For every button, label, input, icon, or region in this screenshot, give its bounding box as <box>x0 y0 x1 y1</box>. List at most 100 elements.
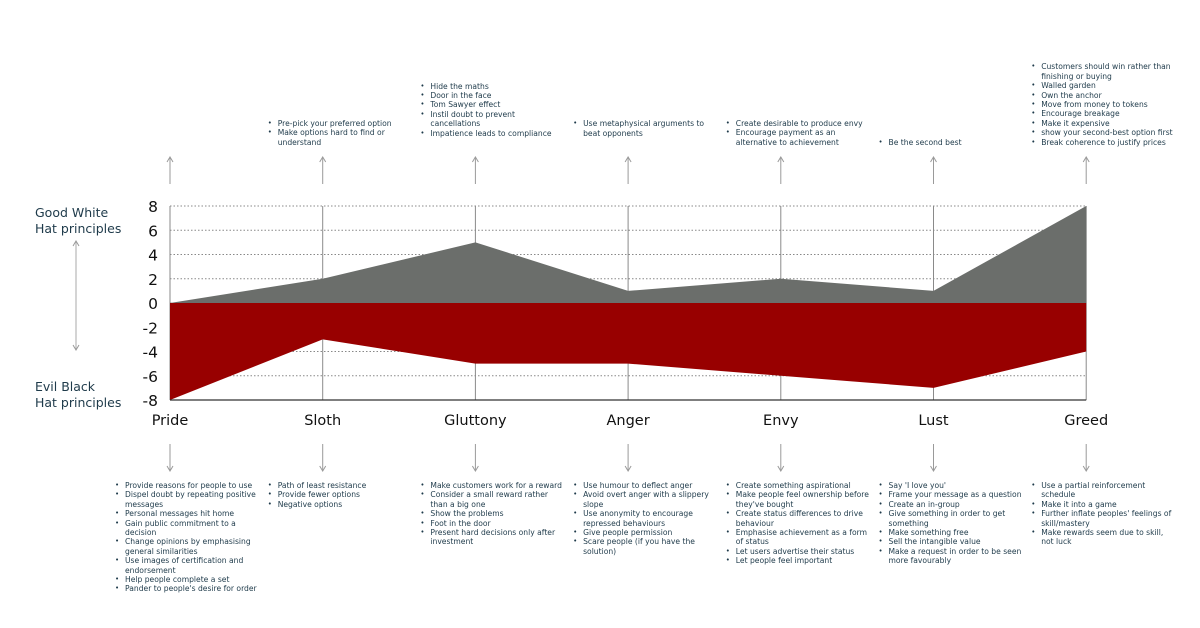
bottom-arrow-head <box>777 465 785 472</box>
top-arrow-head <box>930 156 937 163</box>
evil-note-item: Say 'I love you' <box>879 481 1024 491</box>
bottom-arrow-head <box>319 465 327 472</box>
evil-note-item: Consider a small reward rather than a bi… <box>420 490 565 509</box>
side-double-arrow-down-head <box>72 344 80 351</box>
good-note-item: Door in the face <box>420 91 565 101</box>
good-note-item: Own the anchor <box>1031 91 1176 101</box>
category-label-envy: Envy <box>763 413 799 429</box>
good-note-item: Instil doubt to prevent cancellations <box>420 110 565 129</box>
evil-note-item: Provide reasons for people to use <box>115 481 260 491</box>
top-arrow-head <box>471 156 479 163</box>
evil-note-item: Give something in order to get something <box>879 509 1024 528</box>
y-tick-label: -6 <box>143 368 158 386</box>
evil-notes-sloth: Path of least resistanceProvide fewer op… <box>267 481 413 510</box>
y-tick-label: -2 <box>143 319 158 337</box>
good-note-item: Encourage breakage <box>1031 109 1176 119</box>
bottom-arrow-head <box>471 465 479 472</box>
good-note-item: Be the second best <box>879 138 1024 148</box>
category-label-pride: Pride <box>152 413 189 429</box>
evil-notes-anger: Use humour to deflect angerAvoid overt a… <box>572 481 718 556</box>
good-note-item: show your second-best option first <box>1031 128 1176 138</box>
evil-note-item: Show the problems <box>420 509 565 519</box>
evil-note-item: Personal messages hit home <box>115 509 260 519</box>
good-note-item: Walled garden <box>1031 81 1176 91</box>
evil-note-item: Make it into a game <box>1031 500 1176 510</box>
evil-note-item: Help people complete a set <box>115 575 260 585</box>
evil-note-item: Give people permission <box>573 528 718 538</box>
evil-note-item: Sell the intangible value <box>879 537 1024 547</box>
area-series-2 <box>170 303 1087 400</box>
good-note-item: Make it expensive <box>1031 119 1176 129</box>
evil-notes-envy: Create something aspirationalMake people… <box>725 481 871 566</box>
evil-note-item: Further inflate peoples' feelings of ski… <box>1031 509 1176 528</box>
category-label-lust: Lust <box>918 413 949 429</box>
evil-hat-label-line2: Hat principles <box>35 395 122 410</box>
evil-note-item: Present hard decisions only after invest… <box>420 528 565 547</box>
good-note-item: Move from money to tokens <box>1031 100 1176 110</box>
good-note-item: Pre-pick your preferred option <box>268 119 413 129</box>
good-note-item: Hide the maths <box>420 82 565 92</box>
evil-note-item: Create something aspirational <box>726 481 871 491</box>
evil-note-item: Use a partial reinforcement schedule <box>1031 481 1176 500</box>
good-note-item: Use metaphysical arguments to beat oppon… <box>573 119 718 138</box>
evil-note-item: Pander to people's desire for order <box>115 584 260 594</box>
good-notes-anger: Use metaphysical arguments to beat oppon… <box>572 119 718 138</box>
good-notes-gluttony: Hide the mathsDoor in the faceTom Sawyer… <box>419 82 565 139</box>
evil-note-item: Use anonymity to encourage repressed beh… <box>573 509 718 528</box>
evil-note-item: Frame your message as a question <box>879 490 1024 500</box>
evil-note-item: Create status differences to drive behav… <box>726 509 871 528</box>
area-series-1 <box>170 206 1087 303</box>
evil-note-item: Path of least resistance <box>268 481 413 491</box>
evil-note-item: Gain public commitment to a decision <box>115 519 260 538</box>
bottom-arrow-head <box>166 465 174 472</box>
evil-note-item: Foot in the door <box>420 519 565 529</box>
y-tick-label: 2 <box>148 271 158 289</box>
evil-hat-label-line1: Evil Black <box>35 379 96 394</box>
top-arrow-head <box>1082 156 1090 163</box>
evil-note-item: Let people feel important <box>726 556 871 566</box>
evil-notes-pride: Provide reasons for people to useDispel … <box>114 481 260 594</box>
evil-note-item: Make rewards seem due to skill, not luck <box>1031 528 1176 547</box>
y-tick-label: -4 <box>143 344 158 362</box>
good-hat-label-line1: Good White <box>35 205 109 220</box>
good-note-item: Customers should win rather than finishi… <box>1031 62 1176 81</box>
good-note-item: Make options hard to find or understand <box>268 128 413 147</box>
evil-note-item: Make something free <box>879 528 1024 538</box>
evil-note-item: Make a request in order to be seen more … <box>879 547 1024 566</box>
y-tick-label: -8 <box>143 392 158 410</box>
good-note-item: Impatience leads to compliance <box>420 129 565 139</box>
top-arrow-head <box>166 156 174 163</box>
y-tick-label: 6 <box>148 222 158 240</box>
evil-note-item: Make people feel ownership before they'v… <box>726 490 871 509</box>
evil-notes-greed: Use a partial reinforcement scheduleMake… <box>1030 481 1176 547</box>
category-label-greed: Greed <box>1064 413 1108 429</box>
bottom-arrow-head <box>930 465 937 472</box>
good-note-item: Create desirable to produce envy <box>726 119 871 129</box>
evil-note-item: Provide fewer options <box>268 490 413 500</box>
bottom-arrow-head <box>1082 465 1090 472</box>
evil-note-item: Use humour to deflect anger <box>573 481 718 491</box>
evil-note-item: Make customers work for a reward <box>420 481 565 491</box>
y-tick-label: 4 <box>148 247 158 265</box>
evil-note-item: Change opinions by emphasising general s… <box>115 537 260 556</box>
good-hat-label: Good White Hat principles <box>35 205 121 237</box>
evil-note-item: Emphasise achievement as a form of statu… <box>726 528 871 547</box>
evil-note-item: Create an in-group <box>879 500 1024 510</box>
category-label-gluttony: Gluttony <box>444 413 507 429</box>
category-label-anger: Anger <box>606 413 649 429</box>
y-tick-label: 0 <box>148 295 158 313</box>
good-notes-envy: Create desirable to produce envyEncourag… <box>725 119 871 147</box>
good-hat-label-line2: Hat principles <box>35 221 122 236</box>
top-arrow-head <box>319 156 327 163</box>
good-notes-greed: Customers should win rather than finishi… <box>1030 62 1176 147</box>
good-notes-sloth: Pre-pick your preferred optionMake optio… <box>267 119 413 147</box>
category-label-sloth: Sloth <box>304 413 341 429</box>
evil-notes-lust: Say 'I love you'Frame your message as a … <box>878 481 1024 566</box>
good-notes-lust: Be the second best <box>878 138 1024 148</box>
evil-hat-label: Evil Black Hat principles <box>35 379 121 411</box>
good-note-item: Encourage payment as an alternative to a… <box>726 128 871 147</box>
top-arrow-head <box>777 156 785 163</box>
evil-note-item: Let users advertise their status <box>726 547 871 557</box>
evil-note-item: Avoid overt anger with a slippery slope <box>573 490 718 509</box>
